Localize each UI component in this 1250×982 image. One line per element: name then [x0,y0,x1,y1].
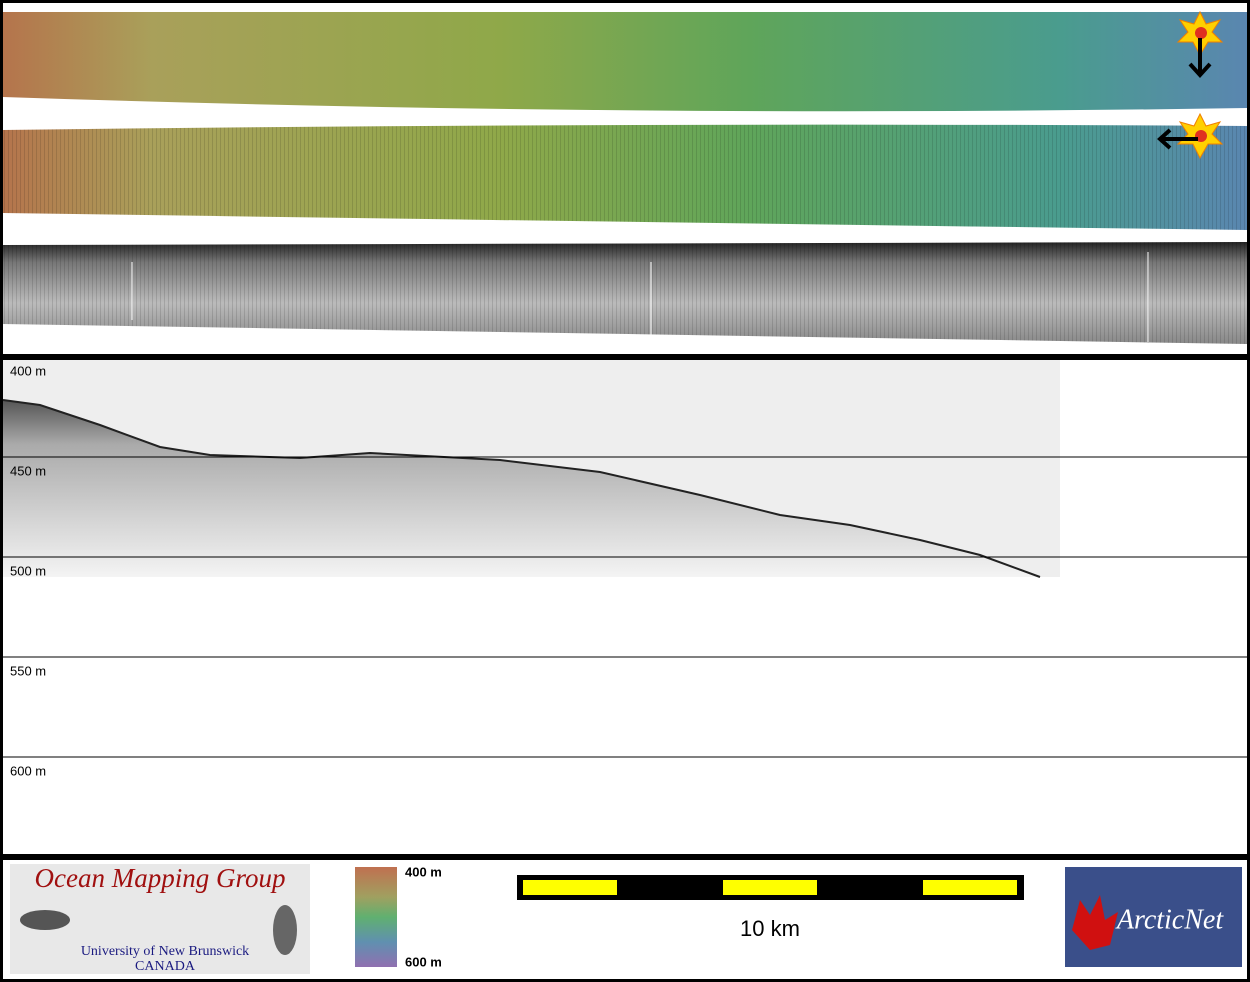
colorbar [355,867,397,967]
scale-label: 10 km [740,916,800,941]
colorbar-label: 600 m [405,954,442,969]
logo-title: ArcticNet [1115,904,1224,935]
colorbar-label: 400 m [405,864,442,879]
depth-label: 600 m [10,763,46,778]
scale-segment [723,880,817,895]
scale-segment [523,880,617,895]
seabed-echo [3,400,1040,577]
logo-graphic [20,910,70,930]
direction-arrow [1157,128,1198,150]
depth-label: 450 m [10,463,46,478]
logo-subtitle: CANADA [135,959,196,974]
sun-icon [1195,27,1207,39]
scale-segment [923,880,1017,895]
maple-leaf [1072,895,1118,950]
direction-arrow [1188,38,1212,78]
logo-title: Ocean Mapping Group [35,863,286,893]
depth-label: 550 m [10,663,46,678]
logo-subtitle: University of New Brunswick [81,944,249,959]
bathymetry-swath [3,12,1247,112]
swath-texture [3,124,1247,230]
logo-graphic [273,905,297,955]
swath-texture [3,242,1247,344]
depth-label: 500 m [10,563,46,578]
seafloor-line [2,399,1041,578]
depth-label: 400 m [10,363,46,378]
